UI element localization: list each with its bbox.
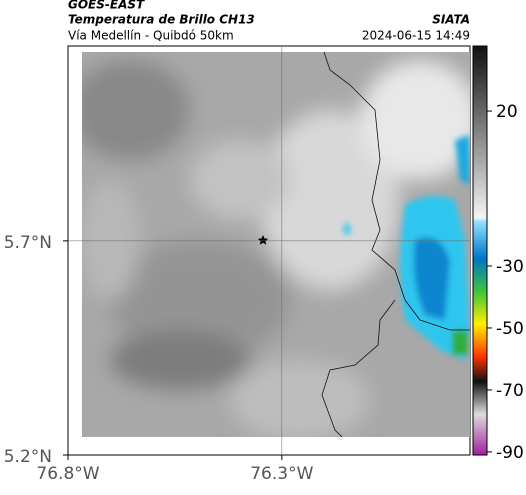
source: SIATA (432, 13, 470, 27)
timestamp: 2024-06-15 14:49 (362, 29, 470, 43)
colorbar-tick-label: -30 (496, 257, 524, 277)
y-tick-label: 5.7°N (4, 233, 52, 253)
location-marker (257, 235, 269, 245)
colorbar-tick-label: -70 (496, 381, 524, 401)
x-tick-label: 76.3°W (250, 464, 313, 484)
imagery (82, 52, 470, 437)
route: Vía Medellín - Quibdó 50km (68, 29, 234, 43)
colorbar (472, 45, 488, 456)
colorbar-tick-label: -90 (496, 443, 524, 463)
x-tick-label: 76.8°W (36, 464, 99, 484)
subtitle: Temperatura de Brillo CH13 (68, 13, 255, 27)
title: GOES-EAST (68, 0, 145, 12)
colorbar-tick-label: 20 (496, 102, 518, 122)
y-tick-label: 5.2°N (4, 447, 52, 467)
colorbar-tick-label: -50 (496, 319, 524, 339)
